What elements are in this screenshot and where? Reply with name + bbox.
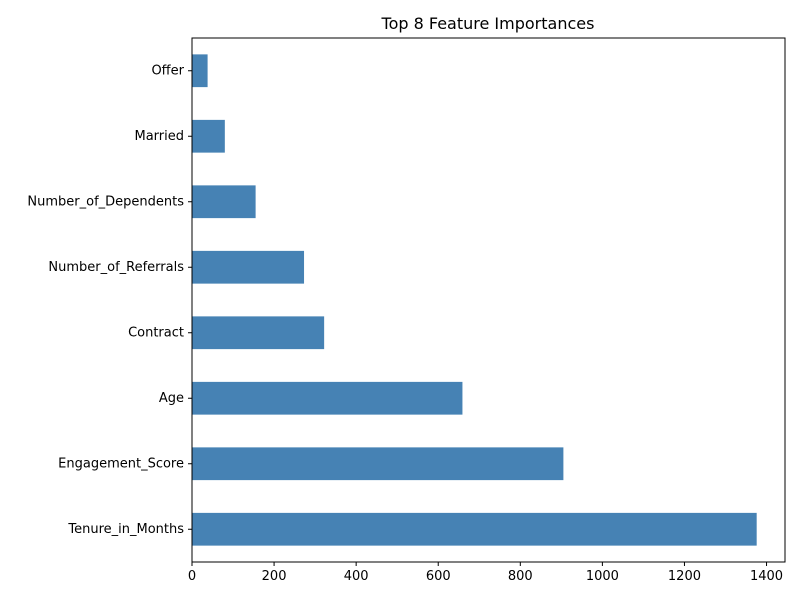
y-tick-label: Married bbox=[134, 129, 184, 144]
y-tick-label: Tenure_in_Months bbox=[67, 522, 184, 537]
x-axis-ticks: 0 200 400 600 800 1000 1200 1400 bbox=[188, 562, 783, 584]
x-tick-label: 1400 bbox=[750, 569, 783, 584]
y-tick-label: Age bbox=[159, 391, 184, 406]
x-tick-label: 600 bbox=[426, 569, 451, 584]
bar-engagement-score bbox=[192, 447, 564, 481]
bar-offer bbox=[192, 54, 208, 88]
y-tick-label: Offer bbox=[151, 63, 184, 78]
y-axis-ticks: Offer Married Number_of_Dependents Number_o… bbox=[27, 63, 192, 537]
x-tick-label: 0 bbox=[188, 569, 196, 584]
chart-title: Top 8 Feature Importances bbox=[381, 14, 595, 33]
x-tick-label: 200 bbox=[262, 569, 287, 584]
bar-contract bbox=[192, 316, 325, 350]
bars-group bbox=[192, 54, 757, 546]
y-tick-label: Number_of_Referrals bbox=[48, 260, 184, 275]
plot-frame bbox=[191, 37, 786, 563]
x-tick-label: 400 bbox=[344, 569, 369, 584]
x-tick-label: 1000 bbox=[586, 569, 619, 584]
y-tick-label: Engagement_Score bbox=[58, 456, 184, 471]
x-tick-label: 1200 bbox=[668, 569, 701, 584]
bar-number-of-dependents bbox=[192, 185, 256, 219]
y-tick-label: Contract bbox=[128, 325, 184, 340]
bar-age bbox=[192, 381, 463, 415]
x-tick-label: 800 bbox=[508, 569, 533, 584]
bar-number-of-referrals bbox=[192, 250, 305, 284]
bar-tenure-in-months bbox=[192, 512, 757, 546]
bar-married bbox=[192, 119, 225, 153]
y-tick-label: Number_of_Dependents bbox=[27, 194, 184, 209]
